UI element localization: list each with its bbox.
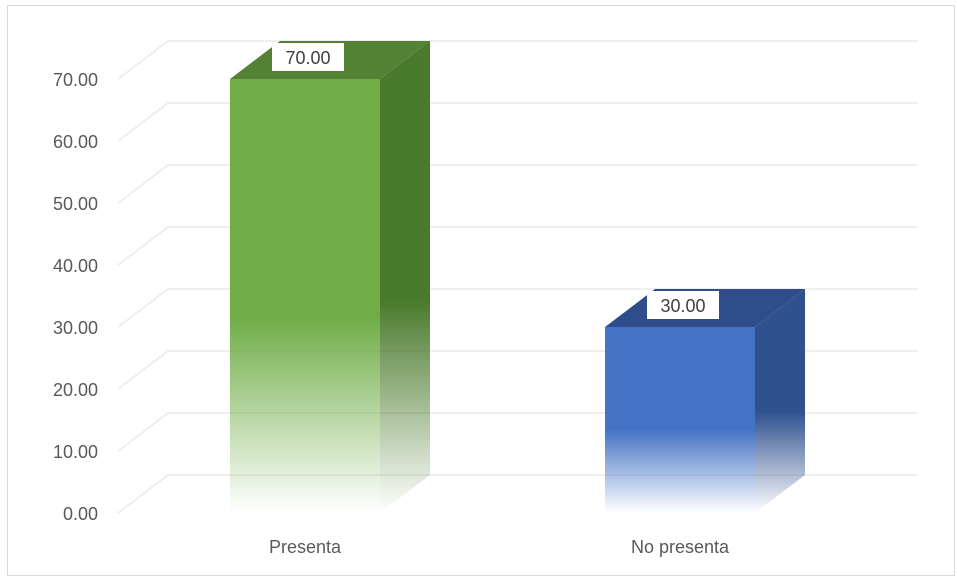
bar-no-presenta: 30.00 <box>605 289 805 513</box>
x-category-label: No presenta <box>631 537 730 557</box>
data-label: 30.00 <box>660 296 705 316</box>
bar-side-face <box>380 41 430 513</box>
gridline-diagonal <box>117 102 169 142</box>
y-axis-tick-labels: 0.00 10.00 20.00 30.00 40.00 50.00 60.00 70.00 <box>53 70 98 524</box>
y-tick-label: 40.00 <box>53 256 98 276</box>
bars: 70.00 30.00 <box>230 41 805 513</box>
data-label-box <box>272 43 344 71</box>
bar-side-face <box>755 289 805 513</box>
y-tick-label: 10.00 <box>53 442 98 462</box>
gridline-diagonal <box>117 350 169 390</box>
y-tick-label: 0.00 <box>63 504 98 524</box>
data-label: 70.00 <box>285 48 330 68</box>
gridline-diagonal <box>117 164 169 204</box>
gridline-diagonal <box>117 474 169 514</box>
gridline-diagonal <box>117 412 169 452</box>
y-tick-label: 70.00 <box>53 70 98 90</box>
x-category-label: Presenta <box>269 537 342 557</box>
y-tick-label: 50.00 <box>53 194 98 214</box>
gridline-diagonal <box>117 40 169 80</box>
bar-presenta: 70.00 <box>230 41 430 513</box>
y-tick-label: 60.00 <box>53 132 98 152</box>
y-tick-label: 30.00 <box>53 318 98 338</box>
bar-front-face <box>605 327 755 513</box>
data-label-box <box>647 291 719 319</box>
bar-front-face <box>230 79 380 513</box>
y-tick-label: 20.00 <box>53 380 98 400</box>
gridline-diagonal <box>117 226 169 266</box>
x-axis-category-labels: Presenta No presenta <box>269 537 730 557</box>
gridline-diagonal <box>117 288 169 328</box>
